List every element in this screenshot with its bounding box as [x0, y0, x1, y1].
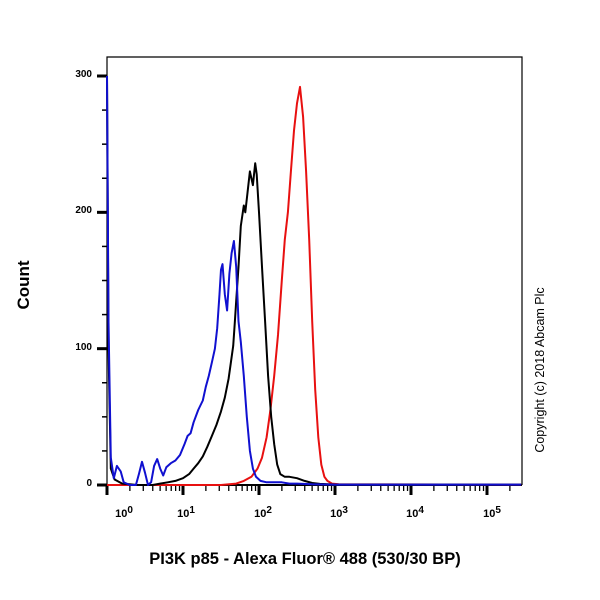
- x-tick-label: 102: [254, 505, 272, 520]
- copyright-annotation: Copyright (c) 2018 Abcam Plc: [533, 287, 547, 453]
- x-tick-label: 105: [483, 505, 501, 520]
- frame-border: [106, 56, 523, 485]
- x-tick-label: 103: [330, 505, 348, 520]
- x-tick-label: 104: [406, 505, 424, 520]
- x-tick-label: 101: [177, 505, 195, 520]
- y-tick-label: 300: [75, 69, 92, 80]
- y-tick-label: 100: [75, 341, 92, 353]
- y-tick-label: 200: [75, 205, 92, 217]
- x-axis-ticks: [105, 485, 511, 495]
- series-black-line: [106, 75, 522, 486]
- y-axis-label: Count: [14, 260, 33, 310]
- x-axis-label: PI3K p85 - Alexa Fluor® 488 (530/30 BP): [149, 550, 461, 568]
- y-tick-label: 0: [86, 478, 92, 489]
- series-red-line: [107, 85, 522, 486]
- y-axis-ticks: [97, 74, 107, 487]
- histogram-series: [106, 75, 522, 486]
- series-blue-line: [106, 75, 522, 486]
- x-tick-label: 100: [115, 505, 133, 520]
